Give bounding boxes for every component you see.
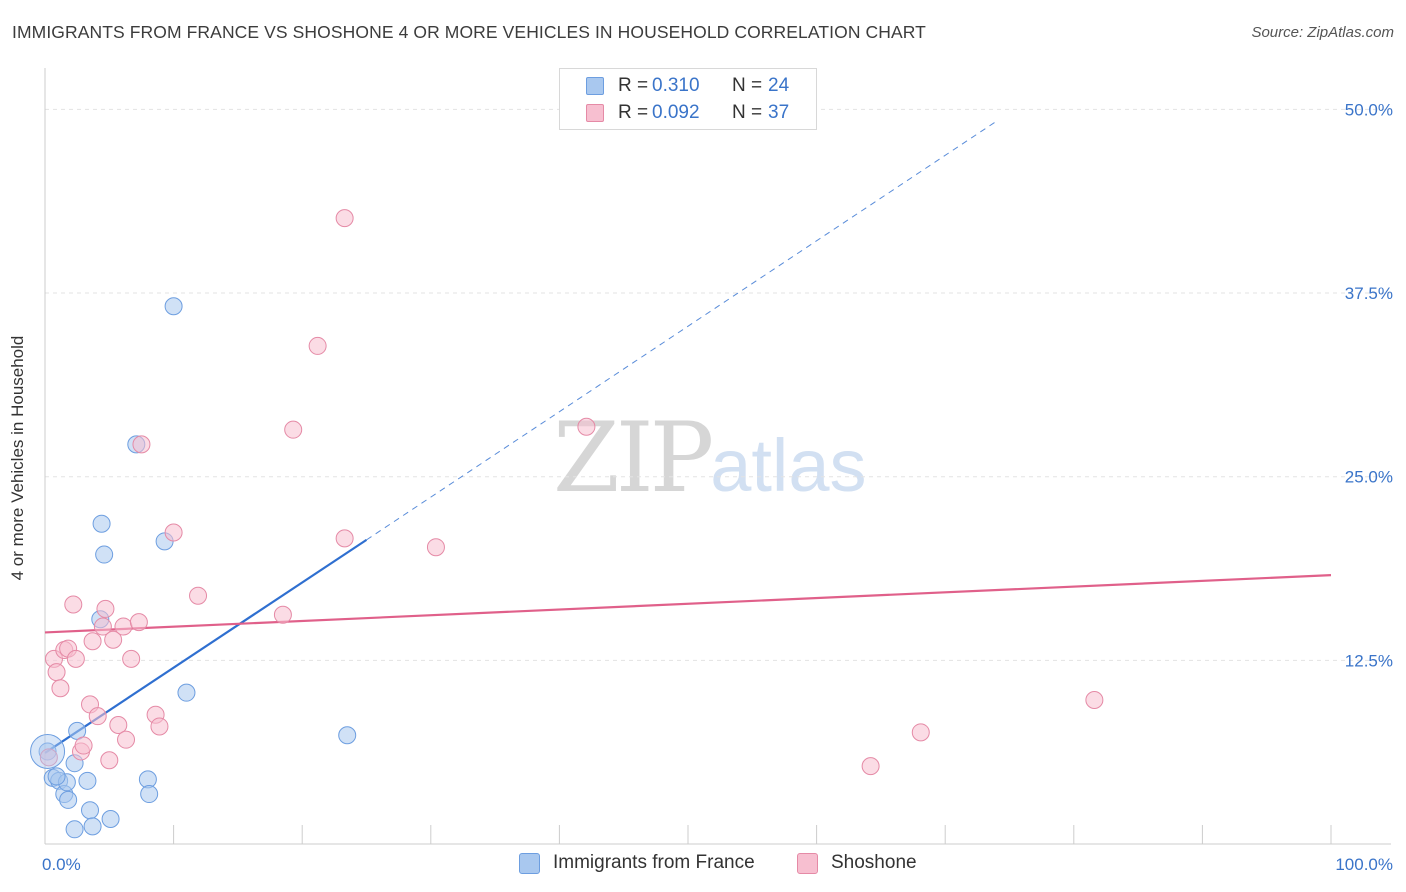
bottom-legend-swatch-shoshone	[797, 853, 818, 874]
legend-swatch-france	[586, 77, 604, 95]
point-shoshone	[83, 632, 102, 651]
point-france	[65, 820, 84, 839]
point-shoshone	[150, 717, 169, 736]
point-shoshone	[308, 336, 327, 355]
bottom-legend-label-shoshone: Shoshone	[831, 852, 917, 873]
legend-n-label: N =	[732, 102, 763, 123]
point-shoshone	[74, 736, 93, 755]
y-tick-label: 12.5%	[1345, 651, 1393, 670]
point-shoshone	[122, 649, 141, 668]
point-shoshone	[273, 605, 292, 624]
point-france	[83, 817, 102, 836]
legend-n-value: 24	[768, 75, 790, 96]
legend-r-value: 0.092	[652, 102, 700, 123]
trend-line-shoshone	[44, 574, 1332, 634]
point-shoshone	[51, 679, 70, 698]
point-shoshone	[64, 595, 83, 614]
point-shoshone	[129, 613, 148, 632]
tick-labels: 12.5% 25.0% 37.5% 50.0% 0.0% 100.0%	[42, 100, 1393, 874]
point-shoshone	[164, 523, 183, 542]
bottom-legend-label-france: Immigrants from France	[553, 852, 755, 873]
point-shoshone	[109, 715, 128, 734]
y-tick-label: 50.0%	[1345, 100, 1393, 119]
watermark-atlas: atlas	[710, 424, 867, 507]
legend-swatch-shoshone	[586, 104, 604, 122]
point-shoshone	[189, 586, 208, 605]
point-shoshone	[114, 617, 133, 636]
point-france	[338, 726, 357, 745]
axes	[44, 68, 1391, 845]
y-tick-label: 25.0%	[1345, 468, 1393, 487]
point-france	[177, 683, 196, 702]
point-shoshone	[335, 209, 354, 228]
y-tick-label: 37.5%	[1345, 284, 1393, 303]
point-shoshone	[66, 649, 85, 668]
point-shoshone	[335, 529, 354, 548]
point-shoshone	[117, 730, 136, 749]
point-france-cluster	[30, 733, 66, 769]
point-shoshone	[88, 707, 107, 726]
point-shoshone	[47, 663, 66, 682]
x-tick-label: 100.0%	[1335, 855, 1393, 874]
legend-r-label: R =	[618, 75, 649, 96]
point-shoshone	[426, 538, 445, 557]
grid	[45, 108, 1391, 661]
watermark: ZIPatlas	[553, 402, 867, 514]
trend-line-france-extension	[366, 120, 997, 541]
source-label: Source: ZipAtlas.com	[1251, 24, 1394, 41]
point-france	[78, 771, 97, 790]
point-france	[95, 545, 114, 564]
chart-title: IMMIGRANTS FROM FRANCE VS SHOSHONE 4 OR …	[12, 22, 926, 42]
point-shoshone	[104, 630, 123, 649]
legend-n-label: N =	[732, 75, 763, 96]
point-france	[47, 767, 66, 786]
point-france	[81, 801, 100, 820]
legend-n-value: 37	[768, 102, 790, 123]
point-shoshone	[284, 420, 303, 439]
point-shoshone	[96, 599, 115, 618]
point-shoshone	[93, 617, 112, 636]
point-shoshone	[861, 757, 880, 776]
point-shoshone	[39, 748, 58, 767]
point-france	[140, 785, 159, 804]
point-shoshone	[1085, 691, 1104, 710]
bottom-legend-swatch-france	[519, 853, 540, 874]
legend-r-label: R =	[618, 102, 649, 123]
point-france	[92, 514, 111, 533]
point-shoshone	[132, 435, 151, 454]
point-shoshone	[577, 417, 596, 436]
point-france	[101, 810, 120, 829]
y-axis-label: 4 or more Vehicles in Household	[8, 335, 27, 581]
legend-r-value: 0.310	[652, 75, 700, 96]
point-france	[164, 297, 183, 316]
point-shoshone	[100, 751, 119, 770]
point-shoshone	[911, 723, 930, 742]
point-france	[59, 790, 78, 809]
x-tick-label: 0.0%	[42, 855, 81, 874]
legend: R = 0.310 N = 24 R = 0.092 N = 37	[559, 68, 817, 130]
trend-lines	[44, 120, 1332, 754]
data-points	[30, 209, 1104, 839]
